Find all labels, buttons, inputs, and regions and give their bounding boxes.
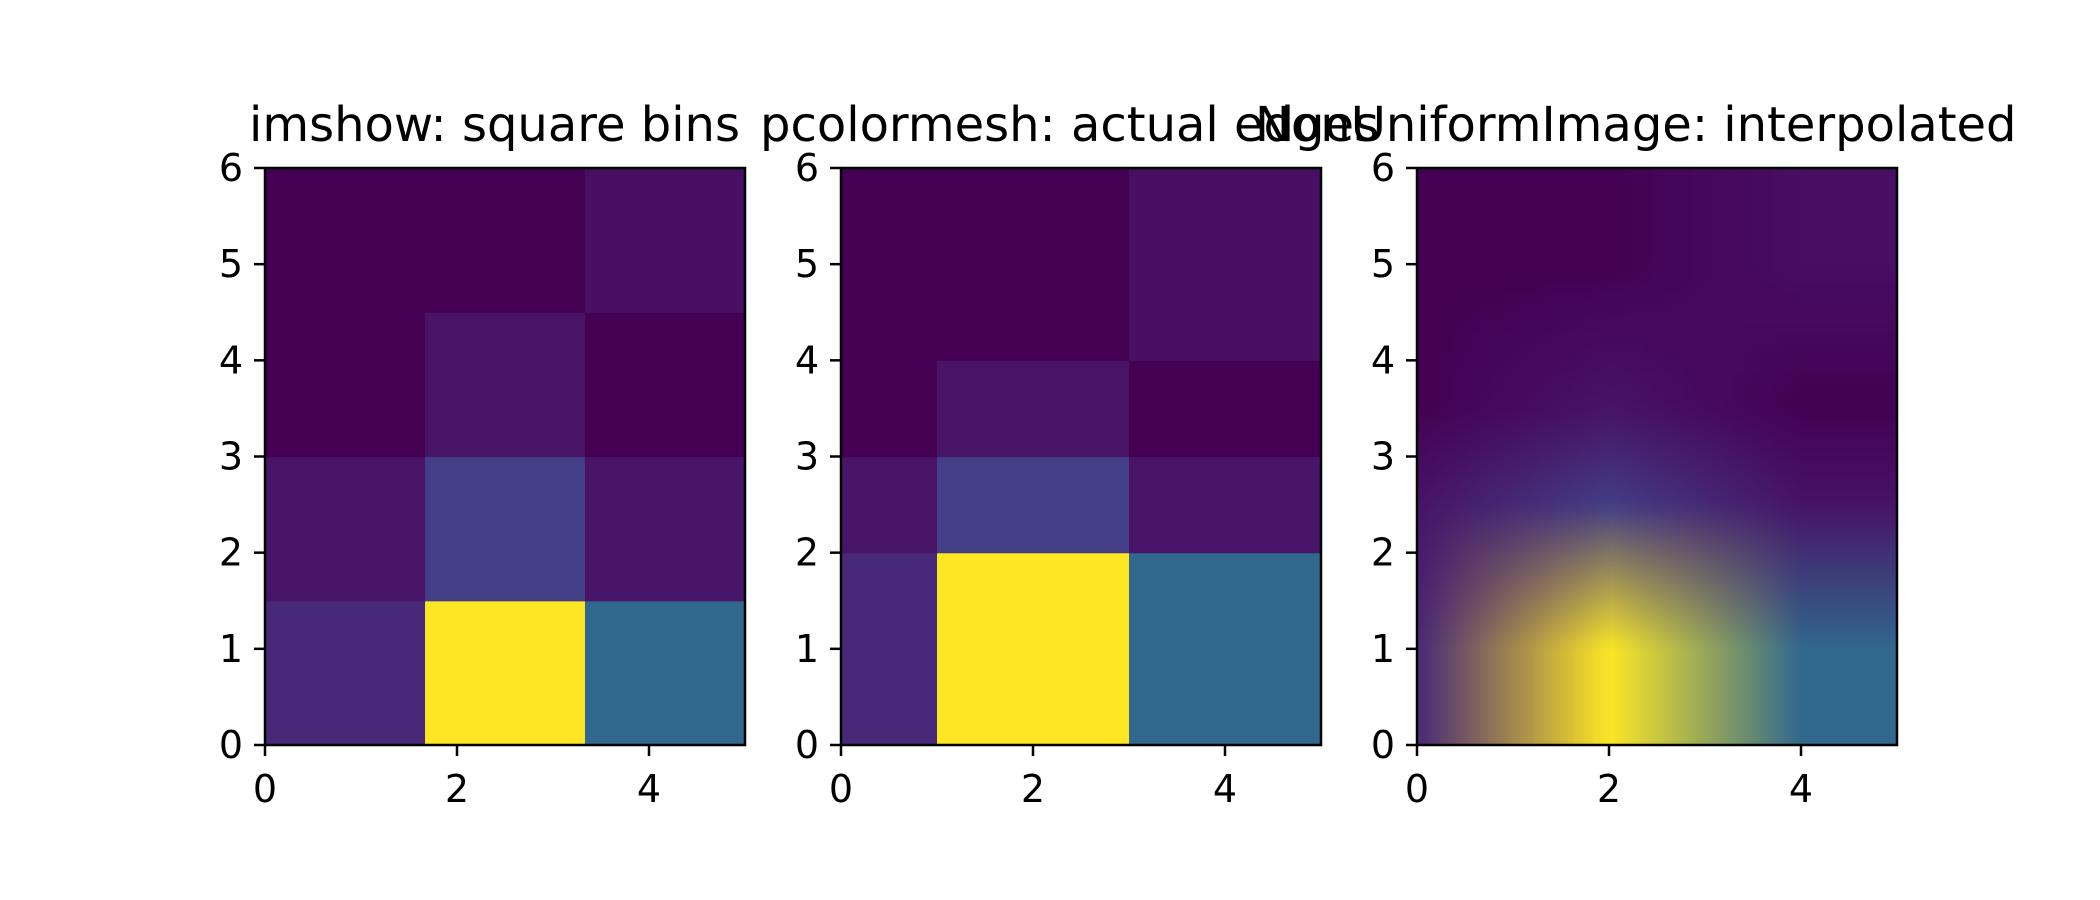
heatmap-cell [841, 456, 938, 554]
x-tick-label: 4 [637, 767, 661, 811]
heatmap-cell [584, 168, 746, 313]
heatmap-cell [265, 600, 426, 746]
heatmap-cell [841, 360, 938, 458]
heatmap-cell [425, 600, 586, 746]
y-tick-label: 1 [795, 627, 819, 671]
y-tick-label: 3 [795, 435, 819, 479]
heatmap-cell [425, 456, 586, 602]
heatmap-cell [1129, 168, 1322, 361]
heatmap-cell [937, 552, 1130, 746]
heatmap-cell [1129, 360, 1322, 458]
x-tick-label: 4 [1213, 767, 1237, 811]
x-tick-label: 0 [829, 767, 853, 811]
y-tick-label: 4 [795, 338, 819, 382]
panel-title: imshow: square bins [249, 97, 740, 153]
x-tick-label: 2 [1021, 767, 1045, 811]
y-tick-label: 5 [795, 242, 819, 286]
y-tick-label: 6 [795, 146, 819, 190]
y-tick-label: 2 [795, 531, 819, 575]
y-tick-label: 2 [219, 531, 243, 575]
heatmap-cell [584, 312, 746, 458]
heatmap-cell [1129, 456, 1322, 554]
y-tick-label: 6 [1371, 146, 1395, 190]
heatmap-cell [265, 168, 426, 313]
panel-title: pcolormesh: actual edges [760, 97, 1379, 153]
y-tick-label: 4 [1371, 338, 1395, 382]
heatmap-cell [937, 360, 1130, 458]
heatmap-cell [1129, 552, 1322, 746]
heatmap-cell [841, 168, 938, 361]
heatmap-cell [937, 168, 1130, 361]
x-tick-label: 0 [253, 767, 277, 811]
heatmap-cell [841, 552, 938, 746]
heatmap-cell [584, 600, 746, 746]
y-tick-label: 2 [1371, 531, 1395, 575]
heatmap-cell [425, 312, 586, 458]
panel-pcolormesh: 0 1 2 3 4 5 6 0 2 4 pcolormesh: actual edges [760, 97, 1379, 811]
y-tick-label: 3 [219, 435, 243, 479]
panel-title: NonUniformImage: interpolated [1255, 97, 2017, 153]
y-tick-label: 5 [1371, 242, 1395, 286]
x-tick-label: 0 [1405, 767, 1429, 811]
y-tick-label: 0 [795, 723, 819, 767]
y-tick-label: 0 [219, 723, 243, 767]
panel-imshow: 0 1 2 3 4 5 6 0 2 4 imshow: square bins [219, 97, 747, 811]
heatmap-cell [425, 168, 586, 313]
y-tick-label: 4 [219, 338, 243, 382]
y-tick-label: 3 [1371, 435, 1395, 479]
heatmap-cell [265, 312, 426, 458]
heatmap-cell [937, 456, 1130, 554]
panel-nonuniformimage: 0 1 2 3 4 5 6 0 2 4 NonUniformImage: interpolated [1255, 97, 2017, 811]
x-tick-label: 4 [1789, 767, 1813, 811]
heatmap-cell [584, 456, 746, 602]
y-tick-label: 6 [219, 146, 243, 190]
interpolated-image [1417, 168, 1897, 745]
y-tick-label: 1 [1371, 627, 1395, 671]
x-tick-label: 2 [445, 767, 469, 811]
y-tick-label: 1 [219, 627, 243, 671]
y-tick-label: 5 [219, 242, 243, 286]
heatmap-cell [265, 456, 426, 602]
x-tick-label: 2 [1597, 767, 1621, 811]
y-tick-label: 0 [1371, 723, 1395, 767]
